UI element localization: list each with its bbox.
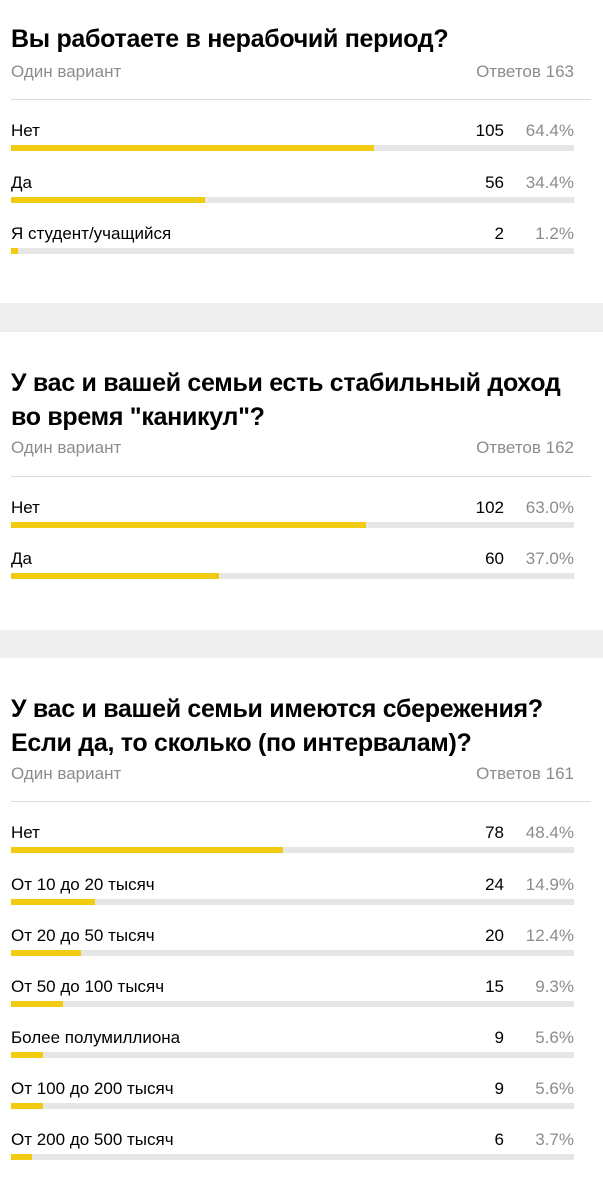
answers-count: Ответов 163 bbox=[476, 62, 574, 81]
option-row: От 100 до 200 тысяч 9 5.6% bbox=[11, 1078, 574, 1118]
option-row: Нет 105 64.4% bbox=[11, 120, 574, 160]
option-label: От 200 до 500 тысяч bbox=[11, 1130, 174, 1149]
option-label: От 10 до 20 тысяч bbox=[11, 875, 155, 894]
progress-track bbox=[11, 1154, 574, 1160]
option-count: 102 bbox=[475, 498, 504, 517]
question-title: Вы работаете в нерабочий период? bbox=[11, 25, 449, 53]
option-count: 24 bbox=[485, 875, 504, 894]
answer-mode: Один вариант bbox=[11, 438, 122, 457]
progress-track bbox=[11, 1103, 574, 1109]
progress-fill bbox=[11, 145, 374, 151]
progress-track bbox=[11, 1052, 574, 1058]
progress-fill bbox=[11, 847, 283, 853]
option-row: Нет 78 48.4% bbox=[11, 822, 574, 862]
option-percent: 5.6% bbox=[535, 1079, 574, 1098]
option-count: 56 bbox=[485, 173, 504, 192]
progress-track bbox=[11, 847, 574, 853]
poll-card-1: Вы работаете в нерабочий период? Один ва… bbox=[0, 0, 603, 303]
progress-track bbox=[11, 899, 574, 905]
option-row: От 200 до 500 тысяч 6 3.7% bbox=[11, 1129, 574, 1169]
answer-mode: Один вариант bbox=[11, 62, 122, 81]
progress-track bbox=[11, 1001, 574, 1007]
progress-track bbox=[11, 145, 574, 151]
option-percent: 34.4% bbox=[525, 173, 574, 192]
progress-track bbox=[11, 573, 574, 579]
progress-fill bbox=[11, 950, 81, 956]
divider bbox=[11, 476, 591, 477]
option-count: 60 bbox=[485, 549, 504, 568]
section-separator bbox=[0, 303, 603, 332]
divider bbox=[11, 801, 591, 802]
option-label: От 50 до 100 тысяч bbox=[11, 977, 165, 996]
option-percent: 48.4% bbox=[525, 823, 574, 842]
progress-track bbox=[11, 950, 574, 956]
progress-fill bbox=[11, 1052, 43, 1058]
option-percent: 63.0% bbox=[525, 498, 574, 517]
option-percent: 64.4% bbox=[525, 121, 574, 140]
option-count: 78 bbox=[485, 823, 504, 842]
option-label: Нет bbox=[11, 823, 40, 842]
progress-track bbox=[11, 197, 574, 203]
option-count: 105 bbox=[475, 121, 504, 140]
option-percent: 5.6% bbox=[535, 1028, 574, 1047]
progress-fill bbox=[11, 522, 366, 528]
poll-card-2: У вас и вашей семьи есть стабильный дохо… bbox=[0, 332, 603, 630]
option-row: Более полумиллиона 9 5.6% bbox=[11, 1027, 574, 1067]
option-count: 9 bbox=[494, 1028, 504, 1047]
option-row: Нет 102 63.0% bbox=[11, 497, 574, 537]
option-percent: 1.2% bbox=[535, 224, 574, 243]
option-count: 2 bbox=[494, 224, 504, 243]
progress-fill bbox=[11, 1001, 63, 1007]
question-title: У вас и вашей семьи имеются сбережения? … bbox=[11, 695, 543, 757]
option-row: Я студент/учащийся 2 1.2% bbox=[11, 223, 574, 263]
answer-mode: Один вариант bbox=[11, 764, 122, 783]
progress-fill bbox=[11, 573, 219, 579]
option-label: Нет bbox=[11, 121, 40, 140]
option-percent: 3.7% bbox=[535, 1130, 574, 1149]
progress-track bbox=[11, 522, 574, 528]
question-title: У вас и вашей семьи есть стабильный дохо… bbox=[11, 369, 561, 431]
progress-fill bbox=[11, 1154, 32, 1160]
section-separator bbox=[0, 630, 603, 658]
option-count: 9 bbox=[494, 1079, 504, 1098]
answers-count: Ответов 162 bbox=[476, 438, 574, 457]
progress-fill bbox=[11, 899, 95, 905]
answers-count: Ответов 161 bbox=[476, 764, 574, 783]
option-row: Да 56 34.4% bbox=[11, 172, 574, 212]
option-label: Я студент/учащийся bbox=[11, 224, 172, 243]
option-row: Да 60 37.0% bbox=[11, 548, 574, 588]
option-label: Да bbox=[11, 549, 32, 568]
option-count: 6 bbox=[494, 1130, 504, 1149]
option-row: От 10 до 20 тысяч 24 14.9% bbox=[11, 874, 574, 914]
option-percent: 37.0% bbox=[525, 549, 574, 568]
option-percent: 9.3% bbox=[535, 977, 574, 996]
option-label: От 100 до 200 тысяч bbox=[11, 1079, 174, 1098]
option-count: 15 bbox=[485, 977, 504, 996]
progress-fill bbox=[11, 1103, 43, 1109]
option-row: От 20 до 50 тысяч 20 12.4% bbox=[11, 925, 574, 965]
option-label: Более полумиллиона bbox=[11, 1028, 181, 1047]
option-label: Нет bbox=[11, 498, 40, 517]
poll-card-3: У вас и вашей семьи имеются сбережения? … bbox=[0, 658, 603, 1200]
progress-fill bbox=[11, 248, 18, 254]
option-count: 20 bbox=[485, 926, 504, 945]
option-label: От 20 до 50 тысяч bbox=[11, 926, 155, 945]
option-label: Да bbox=[11, 173, 32, 192]
progress-fill bbox=[11, 197, 205, 203]
option-row: От 50 до 100 тысяч 15 9.3% bbox=[11, 976, 574, 1016]
option-percent: 12.4% bbox=[525, 926, 574, 945]
divider bbox=[11, 99, 591, 100]
option-percent: 14.9% bbox=[525, 875, 574, 894]
progress-track bbox=[11, 248, 574, 254]
